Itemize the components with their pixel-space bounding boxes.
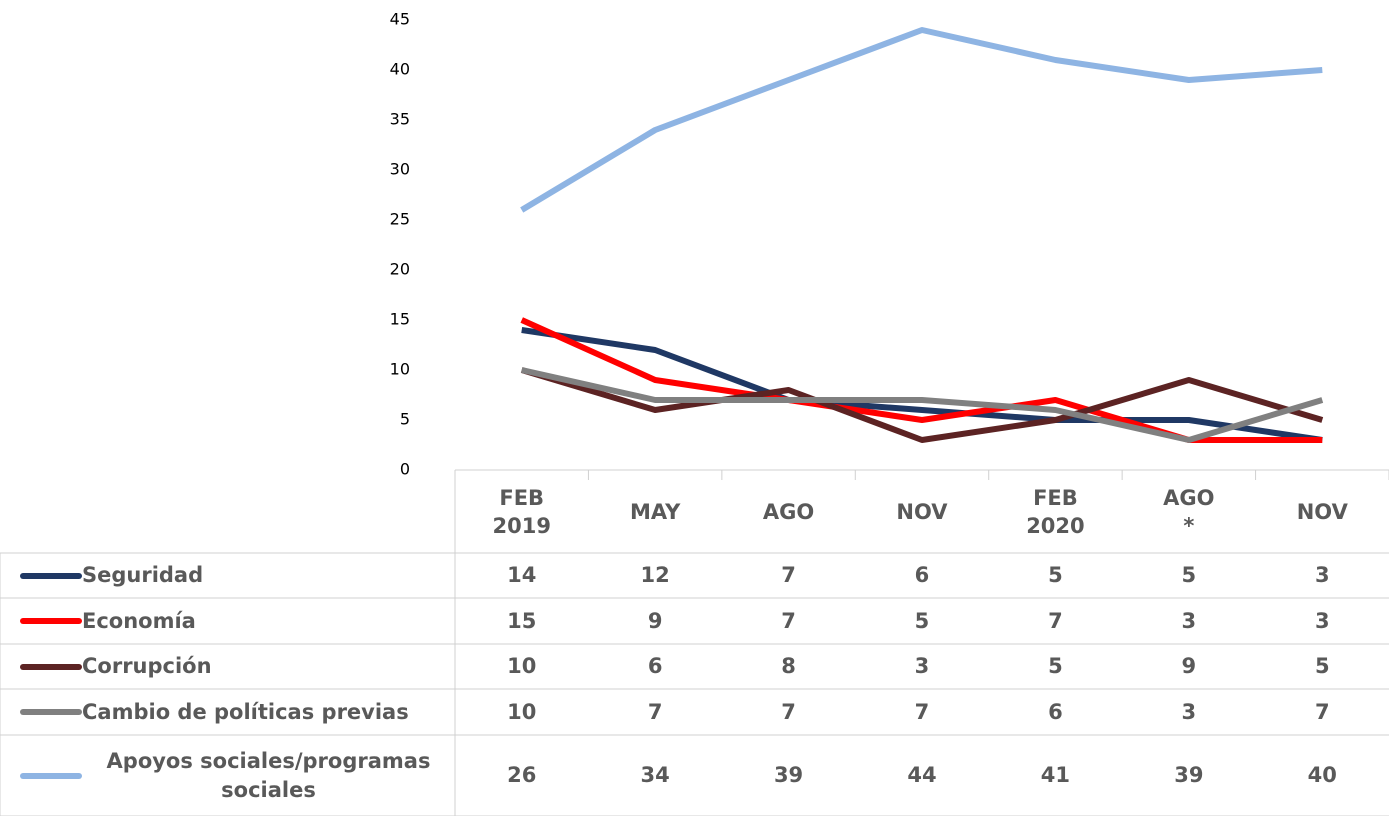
table-value: 5 xyxy=(1181,563,1197,588)
table-value: 7 xyxy=(781,608,796,633)
y-tick-label: 5 xyxy=(400,410,410,429)
table-value: 6 xyxy=(647,654,663,679)
legend-label: Cambio de políticas previas xyxy=(82,699,409,724)
x-tick-label: NOV xyxy=(896,499,948,524)
legend-swatch xyxy=(20,663,82,670)
y-tick-label: 30 xyxy=(390,160,410,179)
table-value: 39 xyxy=(773,763,804,788)
legend-swatch xyxy=(20,572,82,579)
table-value: 15 xyxy=(507,608,537,633)
table-value: 7 xyxy=(781,699,796,724)
table-value: 9 xyxy=(647,608,663,633)
x-tick-label: NOV xyxy=(1296,499,1348,524)
x-tick-label: FEB 2019 xyxy=(492,485,551,538)
y-tick-label: 40 xyxy=(390,60,410,79)
series-line xyxy=(521,327,1323,443)
table-value: 44 xyxy=(907,763,937,788)
table-value: 7 xyxy=(781,563,796,588)
table-value: 9 xyxy=(1181,654,1197,679)
table-value: 3 xyxy=(1181,608,1197,633)
legend-swatch xyxy=(20,772,82,779)
legend-label: Economía xyxy=(82,608,196,633)
y-tick-label: 10 xyxy=(390,360,410,379)
y-tick-label: 15 xyxy=(390,310,410,329)
legend-label: Corrupción xyxy=(82,654,212,679)
table-value: 12 xyxy=(640,563,670,588)
table-value: 3 xyxy=(914,654,930,679)
y-tick-label: 45 xyxy=(390,10,410,29)
x-tick-label: FEB 2020 xyxy=(1026,485,1085,538)
table-value: 40 xyxy=(1307,763,1337,788)
table-value: 7 xyxy=(1314,699,1330,724)
table-value: 7 xyxy=(647,699,663,724)
series-line xyxy=(521,367,1324,443)
series-line xyxy=(520,367,1324,443)
table-value: 10 xyxy=(507,654,537,679)
y-tick-label: 20 xyxy=(390,260,410,279)
legend-entry: Apoyos sociales/programas sociales xyxy=(0,735,455,816)
legend-entry: Cambio de políticas previas xyxy=(0,689,455,735)
table-value: 34 xyxy=(640,763,670,788)
legend-label: Seguridad xyxy=(82,563,204,588)
table-value: 3 xyxy=(1314,563,1330,588)
table-value: 3 xyxy=(1314,608,1330,633)
table-value: 5 xyxy=(1314,654,1330,679)
table-value: 7 xyxy=(1048,608,1063,633)
y-tick-label: 35 xyxy=(390,110,410,129)
legend-swatch xyxy=(20,618,82,624)
table-value: 5 xyxy=(1048,654,1063,679)
x-tick-label: AGO xyxy=(762,499,815,524)
table-value: 6 xyxy=(914,563,930,588)
legend-label: Apoyos sociales/programas sociales xyxy=(106,749,431,802)
series-line xyxy=(520,27,1323,213)
y-tick-label: 25 xyxy=(390,210,410,229)
y-tick-label: 0 xyxy=(400,460,410,479)
x-tick-label: MAY xyxy=(629,499,681,524)
legend-entry: Seguridad xyxy=(0,553,455,598)
table-value: 10 xyxy=(507,699,537,724)
table-value: 39 xyxy=(1174,763,1204,788)
legend-swatch xyxy=(20,709,82,715)
table-value: 6 xyxy=(1048,699,1063,724)
x-tick-label: AGO * xyxy=(1163,485,1215,538)
table-value: 26 xyxy=(507,763,537,788)
table-value: 3 xyxy=(1181,699,1197,724)
table-value: 5 xyxy=(1048,563,1063,588)
table-value: 41 xyxy=(1040,763,1071,788)
table-value: 5 xyxy=(914,608,930,633)
table-value: 7 xyxy=(914,699,930,724)
legend-entry: Corrupción xyxy=(0,644,455,689)
table-value: 14 xyxy=(507,563,537,588)
table-value: 8 xyxy=(781,654,796,679)
legend-entry: Economía xyxy=(0,598,455,644)
